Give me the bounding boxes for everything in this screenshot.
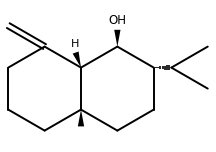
Polygon shape (73, 52, 81, 68)
Text: OH: OH (108, 14, 126, 27)
Polygon shape (78, 110, 84, 126)
Polygon shape (114, 30, 121, 47)
Text: H: H (71, 39, 79, 49)
